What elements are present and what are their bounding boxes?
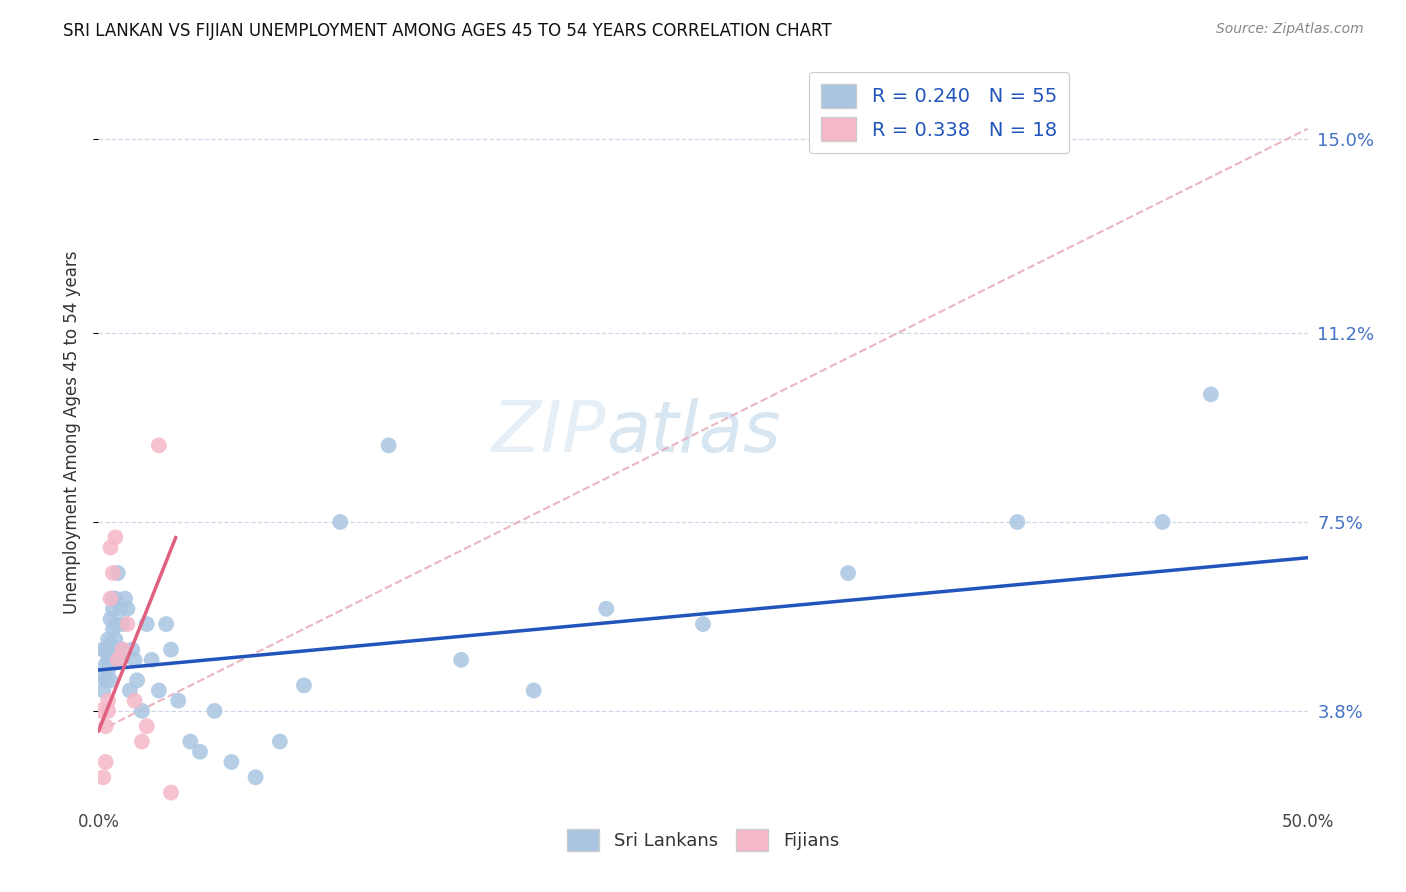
Point <box>91 642 114 657</box>
Point <box>94 657 117 672</box>
Point <box>595 601 617 615</box>
Point <box>135 719 157 733</box>
Point <box>179 734 201 748</box>
Legend: Sri Lankans, Fijians: Sri Lankans, Fijians <box>558 821 848 861</box>
Point <box>108 601 131 615</box>
Point <box>124 694 146 708</box>
Point <box>269 734 291 748</box>
Point <box>124 653 146 667</box>
Point <box>91 770 114 784</box>
Point <box>90 704 112 718</box>
Point <box>107 642 129 657</box>
Text: Source: ZipAtlas.com: Source: ZipAtlas.com <box>1216 22 1364 37</box>
Point <box>97 663 120 677</box>
Point <box>97 653 120 667</box>
Point <box>100 591 122 606</box>
Point <box>97 704 120 718</box>
Point <box>94 673 117 688</box>
Text: SRI LANKAN VS FIJIAN UNEMPLOYMENT AMONG AGES 45 TO 54 YEARS CORRELATION CHART: SRI LANKAN VS FIJIAN UNEMPLOYMENT AMONG … <box>63 22 832 40</box>
Point <box>148 683 170 698</box>
Point <box>111 642 134 657</box>
Point <box>155 617 177 632</box>
Point <box>377 438 399 452</box>
Point <box>292 678 315 692</box>
Point <box>94 719 117 733</box>
Point <box>450 653 472 667</box>
Point <box>127 673 149 688</box>
Point <box>692 617 714 632</box>
Point <box>1152 515 1174 529</box>
Point <box>245 770 267 784</box>
Point <box>97 632 120 647</box>
Point <box>111 617 134 632</box>
Point <box>135 617 157 632</box>
Point <box>107 653 129 667</box>
Point <box>100 653 122 667</box>
Point <box>160 642 183 657</box>
Point <box>114 591 136 606</box>
Point <box>141 653 163 667</box>
Point <box>90 668 112 682</box>
Point <box>94 642 117 657</box>
Point <box>100 541 122 555</box>
Point <box>329 515 352 529</box>
Point <box>104 632 127 647</box>
Point <box>91 683 114 698</box>
Point <box>104 617 127 632</box>
Point <box>167 694 190 708</box>
Point <box>100 673 122 688</box>
Point <box>118 683 141 698</box>
Point <box>100 638 122 652</box>
Point <box>97 694 120 708</box>
Point <box>104 530 127 544</box>
Point <box>104 591 127 606</box>
Point <box>117 617 139 632</box>
Point <box>121 642 143 657</box>
Point <box>188 745 211 759</box>
Y-axis label: Unemployment Among Ages 45 to 54 years: Unemployment Among Ages 45 to 54 years <box>63 251 82 615</box>
Point <box>221 755 243 769</box>
Point <box>204 704 226 718</box>
Text: atlas: atlas <box>606 398 780 467</box>
Point <box>117 601 139 615</box>
Point <box>94 755 117 769</box>
Text: ZIP: ZIP <box>492 398 606 467</box>
Point <box>108 653 131 667</box>
Point <box>1007 515 1029 529</box>
Point <box>101 601 124 615</box>
Point <box>148 438 170 452</box>
Point <box>837 566 859 580</box>
Point <box>101 622 124 636</box>
Point <box>101 591 124 606</box>
Point <box>107 566 129 580</box>
Point <box>131 734 153 748</box>
Point <box>101 566 124 580</box>
Point <box>131 704 153 718</box>
Point <box>1199 387 1222 401</box>
Point <box>111 642 134 657</box>
Point <box>523 683 546 698</box>
Point <box>160 786 183 800</box>
Point <box>100 612 122 626</box>
